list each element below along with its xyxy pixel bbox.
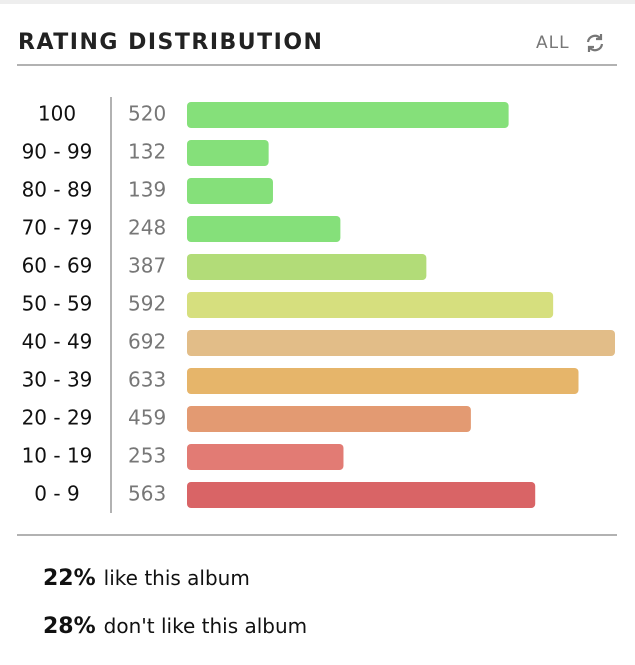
all-button[interactable]: ALL <box>536 33 604 53</box>
bar <box>187 482 536 508</box>
bar <box>187 102 509 128</box>
value-label: 563 <box>128 482 166 506</box>
bar <box>187 254 427 280</box>
rows: 100 520 90 - 99 132 80 - 89 139 70 - 79 248 60 -… <box>22 102 615 508</box>
bar <box>187 330 615 356</box>
bar <box>187 178 273 204</box>
value-label: 459 <box>128 406 166 430</box>
category-label: 40 - 49 <box>22 330 93 354</box>
value-label: 248 <box>128 216 166 240</box>
bar <box>187 292 554 318</box>
category-label: 0 - 9 <box>34 482 79 506</box>
chart-title: RATING DISTRIBUTION <box>18 30 323 55</box>
summary-percent: 28% <box>43 614 96 639</box>
value-label: 520 <box>128 102 166 126</box>
value-label: 253 <box>128 444 166 468</box>
summary-line: 22% like this album <box>43 566 250 592</box>
category-label: 50 - 59 <box>22 292 93 316</box>
summary-line: 28% don't like this album <box>43 614 307 640</box>
bar <box>187 216 341 242</box>
value-label: 132 <box>128 140 166 164</box>
summary-percent: 22% <box>43 566 96 591</box>
value-label: 387 <box>128 254 166 278</box>
category-label: 30 - 39 <box>22 368 93 392</box>
bar <box>187 444 344 470</box>
bar <box>187 368 579 394</box>
bar <box>187 140 269 166</box>
value-label: 592 <box>128 292 166 316</box>
category-label: 70 - 79 <box>22 216 93 240</box>
category-label: 20 - 29 <box>22 406 93 430</box>
category-label: 10 - 19 <box>22 444 93 468</box>
category-label: 100 <box>38 102 76 126</box>
value-label: 139 <box>128 178 166 202</box>
category-label: 90 - 99 <box>22 140 93 164</box>
summary-text: like this album <box>104 566 250 590</box>
category-label: 80 - 89 <box>22 178 93 202</box>
all-label[interactable]: ALL <box>536 33 570 53</box>
category-label: 60 - 69 <box>22 254 93 278</box>
value-label: 692 <box>128 330 166 354</box>
value-label: 633 <box>128 368 166 392</box>
top-border <box>0 0 635 4</box>
summary-text: don't like this album <box>104 614 307 638</box>
bar <box>187 406 471 432</box>
refresh-icon[interactable] <box>586 34 604 52</box>
